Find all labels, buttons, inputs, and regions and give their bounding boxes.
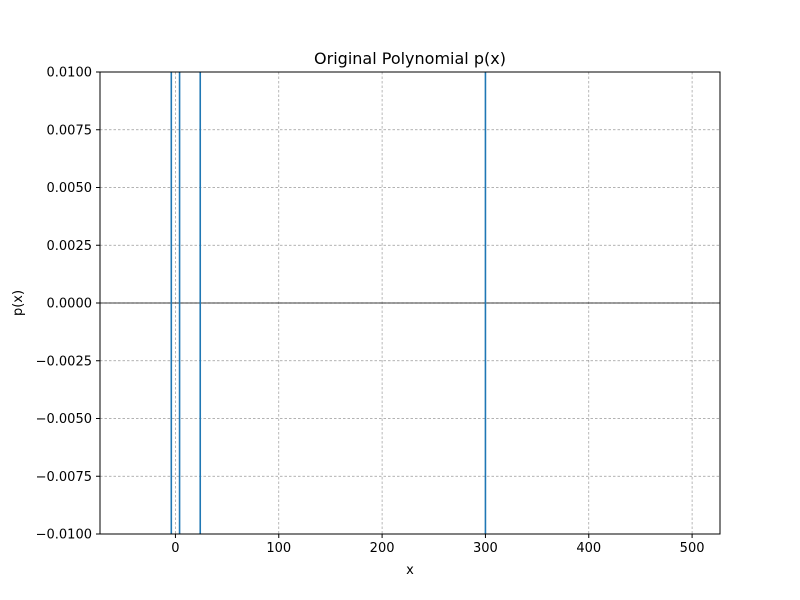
y-tick-label: 0.0025 <box>47 239 93 254</box>
y-tick-label: 0.0075 <box>47 123 93 138</box>
x-axis-label: x <box>406 563 414 578</box>
y-axis-label: p(x) <box>11 290 26 316</box>
y-tick-label: −0.0100 <box>36 528 92 543</box>
x-tick-label: 300 <box>473 541 498 556</box>
x-axis-ticks: 0 100 200 300 400 500 <box>171 534 705 556</box>
y-tick-label: −0.0025 <box>36 354 92 369</box>
x-tick-label: 500 <box>680 541 705 556</box>
chart-title: Original Polynomial p(x) <box>314 49 506 68</box>
x-tick-label: 0 <box>171 541 179 556</box>
y-axis-ticks: −0.0100 −0.0075 −0.0050 −0.0025 0.0000 0.0025… <box>36 66 100 543</box>
x-tick-label: 100 <box>266 541 291 556</box>
x-tick-label: 200 <box>370 541 395 556</box>
polynomial-series <box>170 72 487 534</box>
y-tick-label: −0.0075 <box>36 470 92 485</box>
y-tick-label: 0.0000 <box>47 297 93 312</box>
y-tick-label: 0.0100 <box>47 66 93 81</box>
y-tick-label: −0.0050 <box>36 412 92 427</box>
y-tick-label: 0.0050 <box>47 181 93 196</box>
x-tick-label: 400 <box>576 541 601 556</box>
